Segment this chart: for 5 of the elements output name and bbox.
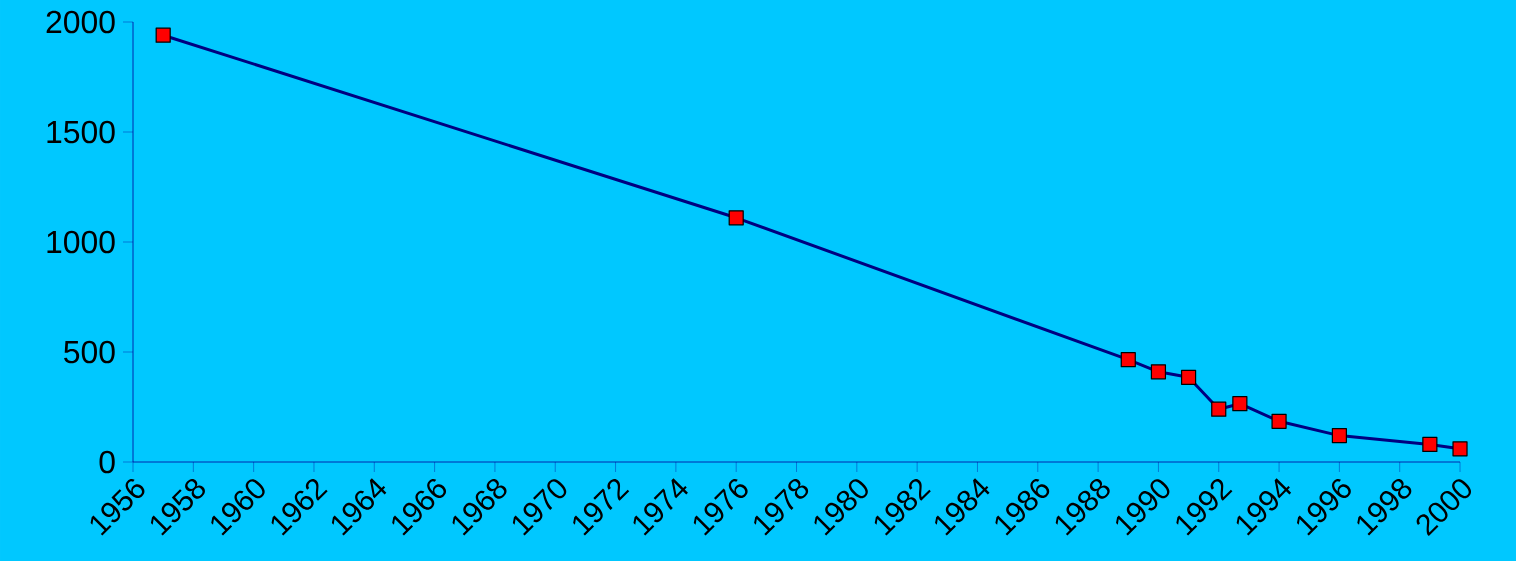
y-tick-label: 1500 bbox=[47, 120, 115, 144]
y-tick-label: 1000 bbox=[47, 230, 115, 254]
y-tick-label: 500 bbox=[64, 340, 115, 364]
y-tick-label: 2000 bbox=[46, 10, 115, 34]
y-tick-label: 0 bbox=[99, 450, 115, 474]
